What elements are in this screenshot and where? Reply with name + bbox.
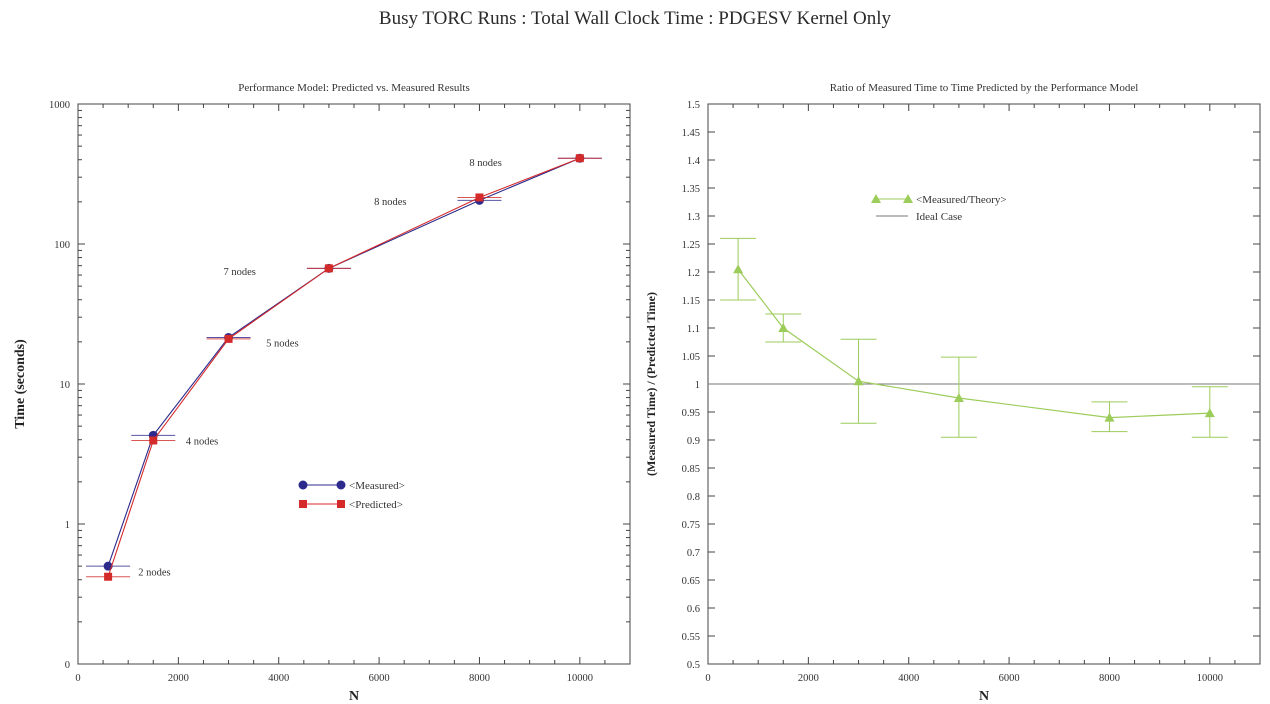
y-tick-label: 1.35 (682, 184, 700, 195)
y-tick-label: 0.7 (687, 548, 700, 559)
y-tick-label: 0.8 (687, 492, 700, 503)
x-tick-label: 2000 (798, 673, 819, 684)
y-tick-label: 0 (65, 660, 70, 671)
chart-title: Ratio of Measured Time to Time Predicted… (830, 82, 1139, 94)
x-axis-label: N (979, 689, 989, 704)
y-tick-label: 10 (60, 380, 71, 391)
legend-label: Ideal Case (916, 211, 962, 223)
node-count-annotation: 8 nodes (469, 158, 501, 169)
y-tick-label: 100 (54, 240, 70, 251)
x-tick-label: 6000 (369, 673, 390, 684)
y-tick-label: 1.1 (687, 324, 700, 335)
chart-left: Performance Model: Predicted vs. Measure… (13, 82, 631, 704)
x-tick-label: 10000 (567, 673, 593, 684)
y-tick-label: 1 (695, 380, 700, 391)
chart-title: Performance Model: Predicted vs. Measure… (238, 82, 470, 94)
x-tick-label: 0 (705, 673, 710, 684)
x-tick-label: 4000 (268, 673, 289, 684)
legend-label: <Measured/Theory> (916, 194, 1007, 206)
series-line (737, 268, 1210, 419)
data-point-predicted (475, 193, 484, 202)
y-tick-label: 0.5 (687, 660, 700, 671)
series-line (107, 157, 581, 577)
y-tick-label: 0.9 (687, 436, 700, 447)
legend-marker-ratio (903, 194, 913, 203)
y-tick-label: 1.2 (687, 268, 700, 279)
data-point-predicted (224, 334, 233, 343)
data-point-ratio (1204, 408, 1215, 418)
series-line (107, 157, 581, 567)
y-tick-label: 1.05 (682, 352, 700, 363)
x-tick-label: 6000 (999, 673, 1020, 684)
legend-marker-predicted (337, 500, 345, 508)
legend-label: <Predicted> (349, 499, 403, 511)
data-point-predicted (104, 572, 113, 581)
data-point-ratio (953, 393, 964, 402)
legend-marker-measured (298, 480, 308, 490)
legend-marker-ratio (871, 194, 881, 203)
x-tick-label: 8000 (469, 673, 490, 684)
y-tick-label: 0.85 (682, 464, 700, 475)
data-point-ratio (1104, 412, 1115, 422)
y-tick-label: 0.75 (682, 520, 700, 531)
chart-right: Ratio of Measured Time to Time Predicted… (644, 82, 1261, 704)
y-tick-label: 0.95 (682, 408, 700, 419)
y-tick-label: 0.55 (682, 632, 700, 643)
x-tick-label: 2000 (168, 673, 189, 684)
x-tick-label: 4000 (898, 673, 919, 684)
y-tick-label: 1.3 (687, 212, 700, 223)
plot-frame (77, 103, 631, 665)
y-tick-label: 1.5 (687, 100, 700, 111)
y-axis-label: Time (seconds) (13, 339, 28, 429)
x-tick-label: 8000 (1099, 673, 1120, 684)
node-count-annotation: 5 nodes (266, 339, 298, 350)
y-tick-label: 1.45 (682, 128, 700, 139)
node-count-annotation: 4 nodes (186, 436, 218, 447)
y-axis-label: (Measured Time) / (Predicted Time) (644, 292, 658, 476)
y-tick-label: 0.65 (682, 576, 700, 587)
y-tick-label: 1.25 (682, 240, 700, 251)
node-count-annotation: 2 nodes (138, 567, 170, 578)
node-count-annotation: 7 nodes (224, 267, 256, 278)
data-point-predicted (575, 154, 584, 163)
legend-label: <Measured> (349, 480, 405, 492)
x-tick-label: 10000 (1197, 673, 1223, 684)
page-title: Busy TORC Runs : Total Wall Clock Time :… (378, 8, 892, 29)
data-point-predicted (149, 436, 158, 445)
node-count-annotation: 8 nodes (374, 197, 406, 208)
data-point-ratio (733, 264, 744, 274)
x-axis-label: N (349, 689, 359, 704)
data-point-ratio (778, 323, 789, 332)
data-point-predicted (324, 264, 333, 273)
x-tick-label: 0 (75, 673, 80, 684)
y-tick-label: 1 (65, 520, 70, 531)
data-point-ratio (853, 376, 864, 386)
legend-marker-predicted (299, 500, 307, 508)
y-tick-label: 1.4 (687, 156, 701, 167)
y-tick-label: 1000 (49, 100, 70, 111)
legend-marker-measured (336, 480, 346, 490)
y-tick-label: 1.15 (682, 296, 700, 307)
y-tick-label: 0.6 (687, 604, 700, 615)
